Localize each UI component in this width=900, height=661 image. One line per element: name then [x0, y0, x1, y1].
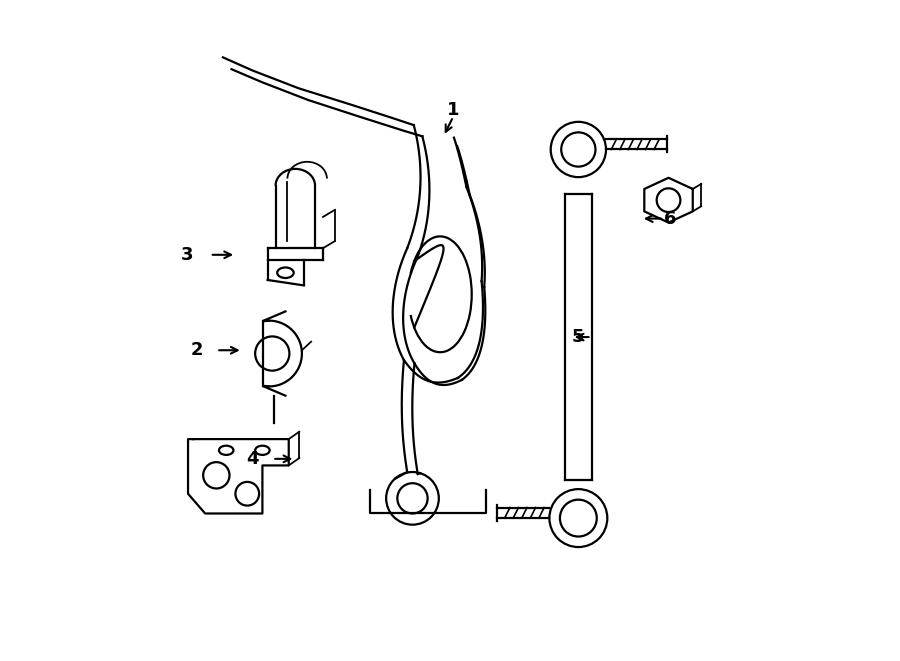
Text: 2: 2 [190, 341, 203, 359]
Text: 5: 5 [572, 328, 585, 346]
Text: 3: 3 [181, 246, 193, 264]
Text: 6: 6 [664, 210, 677, 227]
Text: 4: 4 [247, 450, 259, 468]
Text: 1: 1 [447, 101, 460, 119]
